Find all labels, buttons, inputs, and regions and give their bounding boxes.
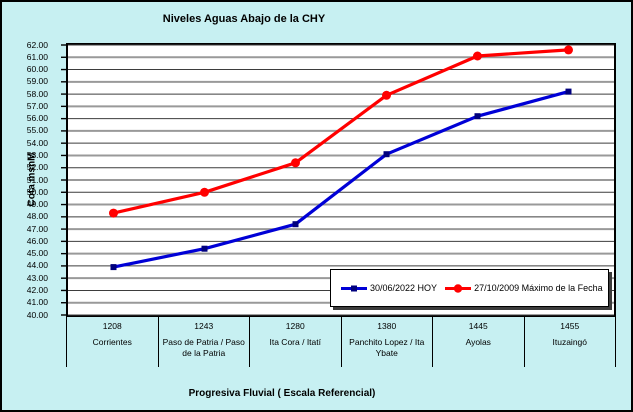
x-category-name: Ayolas [465,337,491,347]
y-tick-label: 47.00 [26,223,48,234]
data-point-circle [291,158,300,168]
x-category-cell: 1380 Panchito Lopez / Ita Ybate [340,317,433,367]
data-point-circle [200,187,209,197]
x-category-cell: 1243 Paso de Patria / Paso de la Patria [157,317,250,367]
x-category-name: Panchito Lopez / Ita Ybate [349,337,425,359]
x-category-km: 1445 [468,321,488,331]
y-tick-label: 61.00 [26,51,48,62]
chart-title: Niveles Aguas Abajo de la CHY [162,13,326,25]
data-point-square [292,221,299,228]
x-category-cell: 1280 Ita Cora / Itatí [249,317,341,367]
data-point-circle [564,45,573,55]
y-tick-label: 57.00 [26,100,48,111]
x-category-name: Ituzaingó [552,337,588,347]
y-tick-label: 49.00 [26,199,48,210]
y-tick-label: 62.00 [26,39,48,50]
data-point-square [110,264,117,271]
y-tick-label: 42.00 [26,284,48,295]
y-axis-tick-labels: 62.00 61.00 60.00 59.00 58.00 57.00 56.00 55.00… [2,40,58,320]
x-axis-title: Progresiva Fluvial ( Escala Referencial) [188,388,376,399]
x-category-km: 1280 [285,321,305,331]
x-category-name: Ita Cora / Itatí [269,337,322,347]
data-point-square [474,113,481,120]
legend-label: 30/06/2022 HOY [370,283,438,293]
x-category-km: 1208 [102,321,122,331]
y-tick-label: 60.00 [26,64,48,75]
x-category-cell: 1445 Ayolas [432,317,524,367]
y-tick-label: 58.00 [26,88,48,99]
y-tick-label: 44.00 [26,260,48,271]
data-point-square [383,151,390,158]
y-tick-label: 45.00 [26,248,48,259]
x-category-name: Paso de Patria / Paso de la Patria [162,337,245,359]
x-category-cell: 1455 Ituzaingó [523,317,616,367]
data-point-circle [109,208,118,218]
y-tick-label: 41.00 [26,297,48,308]
x-category-km: 1455 [560,321,580,331]
data-point-circle [473,51,482,61]
y-tick-label: 40.00 [26,309,48,320]
y-tick-label: 50.00 [26,186,48,197]
legend-label: 27/10/2009 Máximo de la Fecha [474,283,603,293]
x-category-name: Corrientes [92,337,132,347]
y-tick-label: 43.00 [26,272,48,283]
x-category-cell: 1208 Corrientes [66,317,158,367]
legend-marker-icon [341,285,367,291]
legend-marker-icon [445,283,472,293]
legend: 30/06/2022 HOY 27/10/2009 Máximo de la Fe… [330,269,609,307]
data-point-square [565,88,572,95]
y-tick-label: 56.00 [26,113,48,124]
y-tick-label: 46.00 [26,235,48,246]
x-category-km: 1243 [194,321,214,331]
y-tick-label: 52.00 [26,162,48,173]
legend-entry: 30/06/2022 HOY [341,283,437,293]
y-tick-label: 48.00 [26,211,48,222]
y-tick-label: 59.00 [26,76,48,87]
x-category-km: 1380 [377,321,397,331]
data-point-circle [382,90,391,100]
y-tick-label: 54.00 [26,137,48,148]
data-point-square [201,245,208,252]
y-tick-label: 53.00 [26,149,48,160]
legend-entry: 27/10/2009 Máximo de la Fecha [445,283,603,293]
y-tick-label: 51.00 [26,174,48,185]
x-axis-category-labels: 1208 Corrientes 1243 Paso de Patria / Paso … [66,317,616,367]
y-tick-label: 55.00 [26,125,48,136]
